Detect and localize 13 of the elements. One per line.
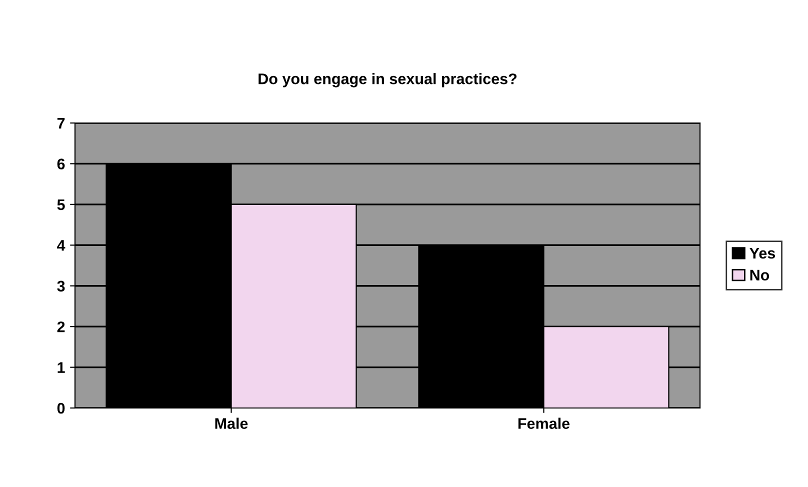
- legend-label: No: [750, 270, 770, 281]
- y-tick-label: 6: [57, 158, 65, 170]
- y-tick-label: 3: [57, 280, 65, 292]
- x-tick-label: Female: [518, 418, 570, 429]
- y-tick-label: 0: [57, 402, 65, 414]
- chart-title: Do you engage in sexual practices?: [258, 73, 517, 88]
- x-tick-label: Male: [215, 418, 248, 429]
- y-tick-label: 7: [57, 118, 65, 129]
- legend-label: Yes: [750, 248, 776, 259]
- y-tick-label: 4: [57, 240, 66, 251]
- y-tick-label: 2: [57, 321, 65, 332]
- y-tick-label: 5: [57, 199, 65, 210]
- y-tick-label: 1: [58, 362, 65, 373]
